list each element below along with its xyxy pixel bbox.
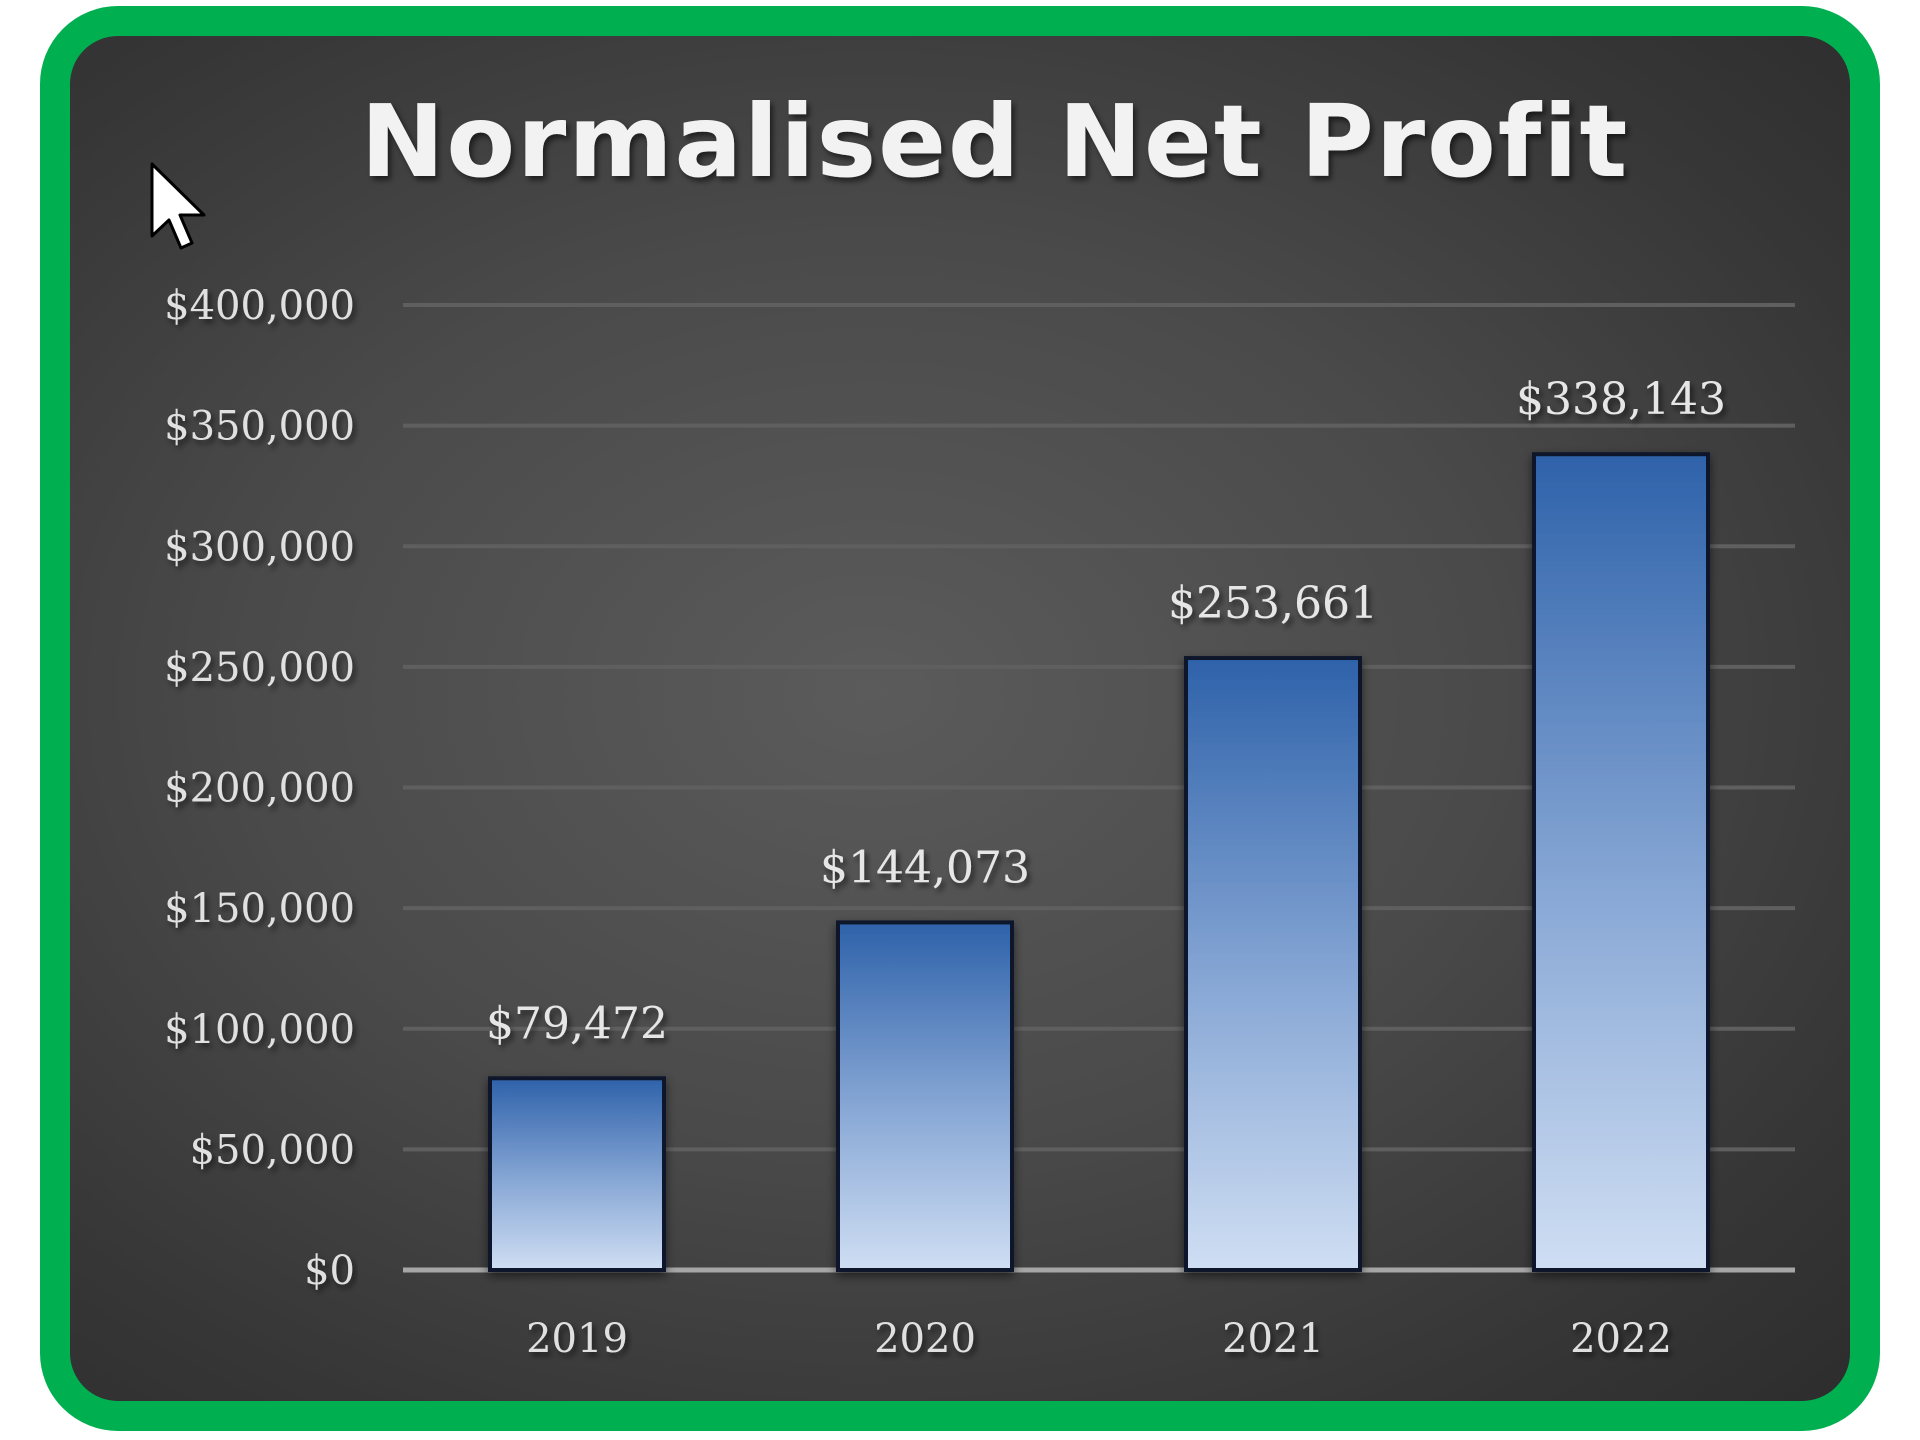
data-label: $338,143 xyxy=(1516,374,1726,425)
y-tick-label: $300,000 xyxy=(164,524,355,570)
y-tick-label: $100,000 xyxy=(164,1007,355,1053)
data-label: $79,472 xyxy=(486,998,668,1049)
chart-frame: $0 $50,000 $100,000 $150,000 $200,000 $250,00… xyxy=(40,6,1880,1431)
data-labels: $79,472 $144,073 $253,661 $338,143 xyxy=(486,374,1726,1049)
chart-title: Normalised Net Profit xyxy=(361,83,1630,200)
y-tick-label: $250,000 xyxy=(164,645,355,691)
bars xyxy=(488,452,1710,1272)
y-tick-label: $0 xyxy=(304,1248,355,1294)
x-tick-label: 2021 xyxy=(1222,1316,1324,1362)
mouse-pointer-icon xyxy=(150,162,206,250)
bar-2019 xyxy=(488,1076,666,1272)
x-tick-label: 2022 xyxy=(1570,1316,1672,1362)
y-tick-label: $50,000 xyxy=(190,1127,355,1173)
y-tick-label: $150,000 xyxy=(164,886,355,932)
data-label: $144,073 xyxy=(820,842,1030,893)
data-label: $253,661 xyxy=(1168,578,1378,629)
x-tick-label: 2020 xyxy=(874,1316,976,1362)
bar-2022 xyxy=(1532,452,1710,1272)
y-axis-tick-labels: $0 $50,000 $100,000 $150,000 $200,000 $250,00… xyxy=(164,283,355,1294)
bar-chart: $0 $50,000 $100,000 $150,000 $200,000 $250,00… xyxy=(150,83,1795,1362)
bar-2020 xyxy=(836,920,1014,1272)
y-tick-label: $200,000 xyxy=(164,766,355,812)
x-tick-label: 2019 xyxy=(526,1316,628,1362)
x-axis-tick-labels: 2019 2020 2021 2022 xyxy=(526,1316,1672,1362)
y-tick-label: $400,000 xyxy=(164,283,355,329)
bar-2021 xyxy=(1184,656,1362,1272)
y-tick-label: $350,000 xyxy=(164,404,355,450)
